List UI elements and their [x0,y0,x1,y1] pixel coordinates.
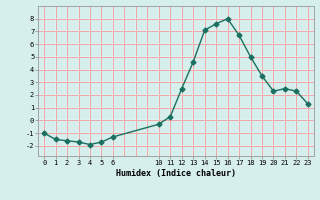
X-axis label: Humidex (Indice chaleur): Humidex (Indice chaleur) [116,169,236,178]
